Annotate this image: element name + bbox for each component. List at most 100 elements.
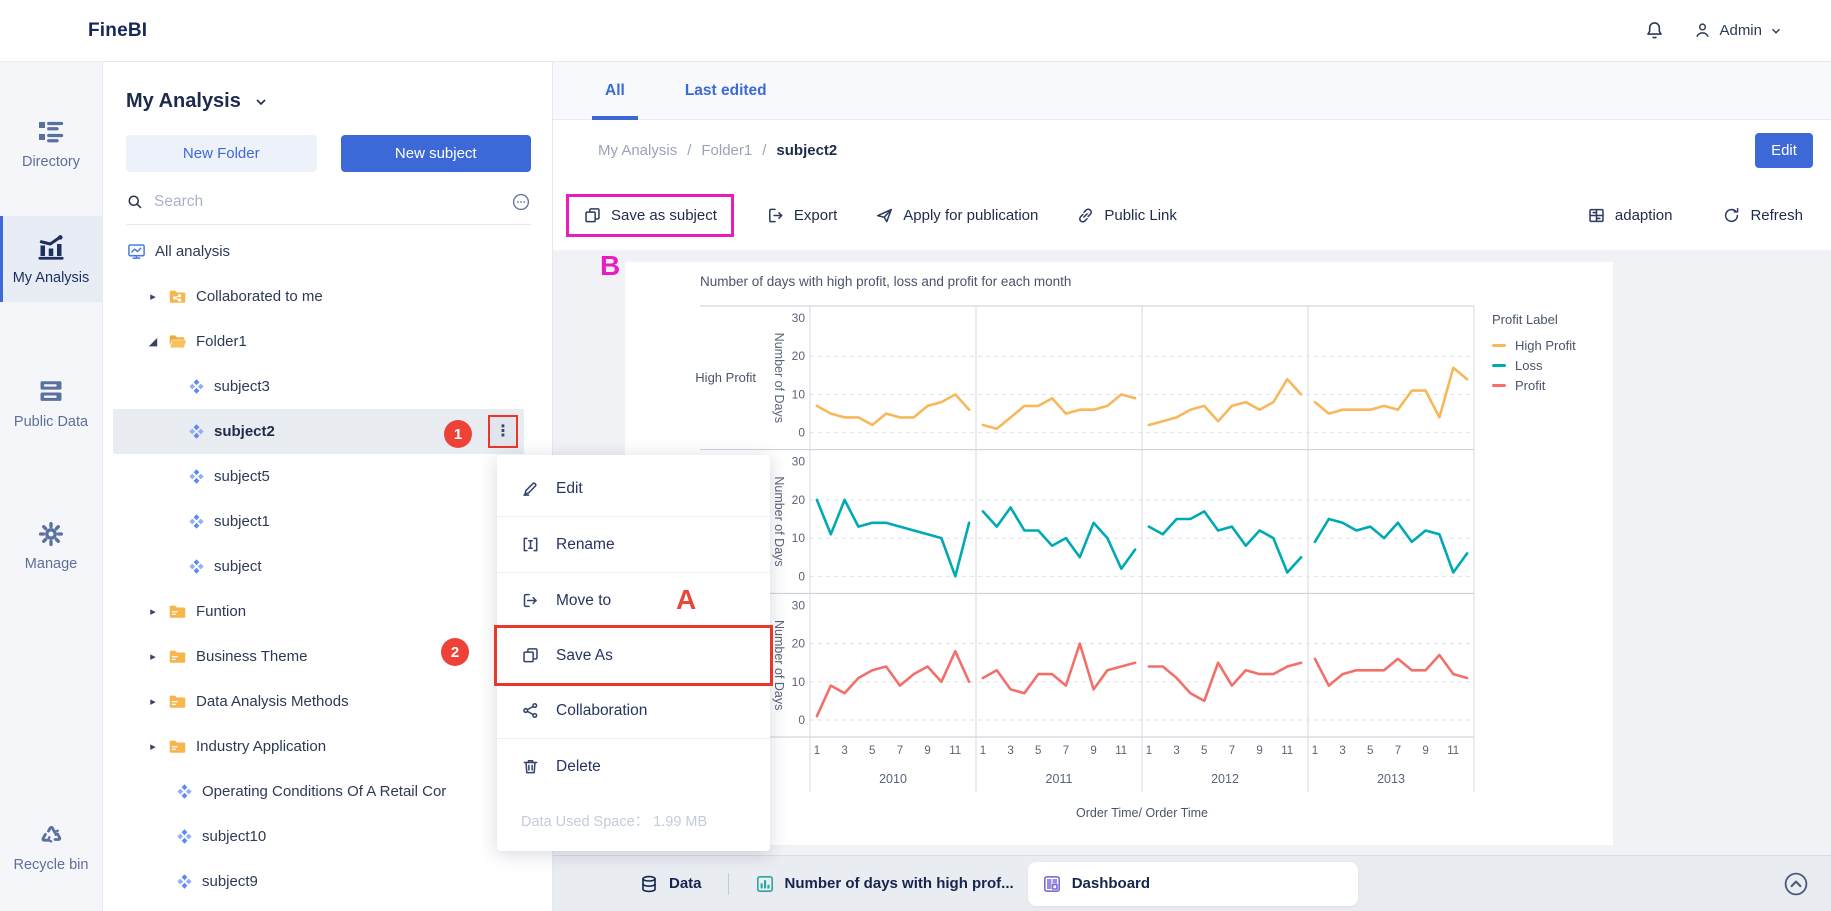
rail-item-label: Directory [21,154,80,170]
rail-item-manage[interactable]: Manage [0,504,102,588]
edit-button[interactable]: Edit [1755,132,1813,168]
tree-item-label: Business Theme [196,648,308,665]
refresh-icon [1722,206,1741,225]
tree-item-subject10[interactable]: subject10 [103,814,552,859]
rail-item-recycle-bin[interactable]: Recycle bin [0,805,102,889]
legend-item-profit[interactable]: Profit [1492,375,1576,395]
tree-item-subject9[interactable]: subject9 [103,859,552,904]
rail-item-label: My Analysis [12,270,90,286]
menu-item-edit[interactable]: Edit [497,461,770,516]
tree-item-all-analysis[interactable]: All analysis [103,229,552,274]
delete-icon [521,757,540,776]
folder-icon [168,692,187,711]
caret-right-icon[interactable]: ▸ [150,696,156,708]
menu-item-label: Rename [556,535,615,553]
panel-title-dropdown[interactable]: My Analysis [126,90,552,113]
legend-item-high-profit[interactable]: High Profit [1492,335,1576,355]
rail-item-directory[interactable]: Directory [0,100,102,186]
analysis-tree: All analysis ▸ Collaborated to me ◢ Folder1 s… [103,229,552,904]
menu-item-collaboration[interactable]: Collaboration [497,683,770,738]
svg-text:3: 3 [1173,745,1179,757]
toolbar-apply-for-publication[interactable]: Apply for publication [863,197,1050,234]
search-icon [128,195,142,209]
toolbar-adaption[interactable]: adaption [1575,197,1685,234]
toolbar-label: Public Link [1104,206,1177,224]
tree-item-operating-conditions-of-a-retail-cor[interactable]: Operating Conditions Of A Retail Cor [103,769,552,814]
svg-text:7: 7 [1229,745,1235,757]
chart-title: Number of days with high profit, loss an… [700,274,1072,289]
bottom-tab-data[interactable]: Data [625,862,716,906]
bottom-tab-label: Number of days with high prof... [784,875,1014,892]
more-options-icon[interactable] [511,192,531,212]
svg-text:1: 1 [1146,745,1152,757]
menu-item-delete[interactable]: Delete [497,739,770,794]
tree-item-data-analysis-methods[interactable]: ▸ Data Analysis Methods [103,679,552,724]
svg-text:Number of Days: Number of Days [772,620,786,710]
tree-item-subject5[interactable]: subject5 [103,454,552,499]
collapse-panel-icon[interactable] [1783,871,1809,897]
menu-item-save-as[interactable]: Save As [494,625,773,686]
toolbar-export[interactable]: Export [754,197,849,234]
rail-item-label: Recycle bin [13,857,89,873]
menu-item-move-to[interactable]: Move to [497,573,770,628]
toolbar-label: Save as subject [611,206,717,224]
manage-icon [37,520,65,548]
rail-item-public-data[interactable]: Public Data [0,360,102,446]
caret-right-icon[interactable]: ▸ [150,291,156,303]
tree-item-folder1[interactable]: ◢ Folder1 [103,319,552,364]
new-folder-button[interactable]: New Folder [126,135,317,172]
legend-swatch [1492,383,1506,387]
bottom-tab-number-of-days-with-high-prof[interactable]: Number of days with high prof... [741,862,1028,906]
tree-item-label: All analysis [155,243,231,260]
legend-label: Loss [1515,357,1543,373]
svg-text:30: 30 [792,455,806,469]
chevron-down-icon [1772,28,1780,34]
tab-all[interactable]: All [605,62,625,120]
caret-right-icon[interactable]: ▸ [150,606,156,618]
tree-item-business-theme[interactable]: ▸ Business Theme [103,634,552,679]
menu-item-label: Save As [556,646,613,664]
breadcrumb-my-analysis[interactable]: My Analysis [598,141,678,159]
tree-item-collaborated-to-me[interactable]: ▸ Collaborated to me [103,274,552,319]
rename-icon [521,535,540,554]
svg-text:0: 0 [798,713,805,727]
subject-icon [188,423,205,440]
tree-item-label: Industry Application [196,738,327,755]
toolbar-public-link[interactable]: Public Link [1064,197,1189,234]
person-icon [1696,23,1710,38]
caret-right-icon[interactable]: ▸ [150,651,156,663]
adaption-icon [1587,206,1606,225]
folder-icon [168,647,187,666]
tab-last-edited[interactable]: Last edited [684,81,767,99]
tree-item-subject3[interactable]: subject3 [103,364,552,409]
bottom-tab-dashboard[interactable]: Dashboard [1027,861,1358,906]
svg-text:9: 9 [924,745,930,757]
rail-item-my-analysis[interactable]: My Analysis [0,216,102,302]
svg-text:11: 11 [1115,745,1127,757]
breadcrumb-folder1[interactable]: Folder1 [701,141,753,159]
search-input[interactable] [154,193,501,211]
tree-item-subject1[interactable]: subject1 [103,499,552,544]
breadcrumb: My Analysis / Folder1 / subject2 [598,142,837,159]
tree-item-funtion[interactable]: ▸ Funtion [103,589,552,634]
legend-item-loss[interactable]: Loss [1492,355,1576,375]
new-subject-button[interactable]: New subject [340,135,531,172]
view-tabs: All Last edited [553,62,1831,120]
menu-item-rename[interactable]: Rename [497,517,770,572]
user-menu[interactable]: Admin [1693,21,1783,40]
data-icon [639,874,659,894]
caret-down-icon[interactable]: ◢ [148,336,158,348]
tree-item-industry-application[interactable]: ▸ Industry Application [103,724,552,769]
svg-text:2010: 2010 [879,772,907,786]
toolbar-save-as-subject[interactable]: Save as subject [566,193,734,237]
bottom-tab-bar: Data Number of days with high prof... Da… [553,855,1831,911]
toolbar-refresh[interactable]: Refresh [1710,197,1815,234]
caret-right-icon[interactable]: ▸ [150,741,156,753]
notification-bell-icon[interactable] [1644,20,1665,41]
svg-text:5: 5 [869,745,875,757]
item-more-kebab-icon[interactable]: ⋮ [488,415,518,448]
subject-toolbar: Save as subject Export Apply for publica… [553,180,1831,250]
svg-text:7: 7 [1395,745,1401,757]
svg-text:1: 1 [1312,745,1318,757]
tree-item-subject[interactable]: subject [103,544,552,589]
